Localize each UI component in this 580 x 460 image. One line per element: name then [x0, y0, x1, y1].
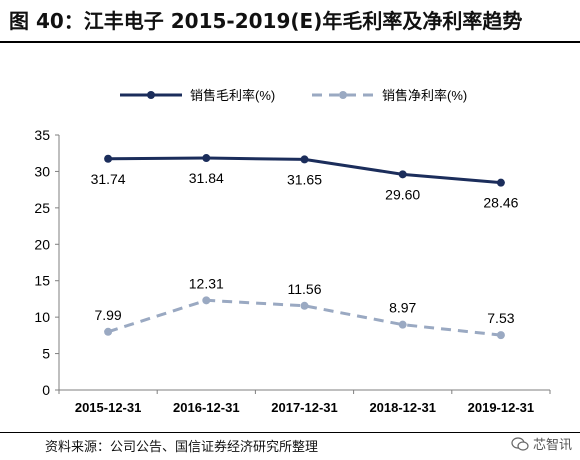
footer-rule — [0, 432, 580, 433]
x-tick-label: 2019-12-31 — [468, 400, 535, 415]
x-tick-label: 2015-12-31 — [75, 400, 142, 415]
y-tick-label: 15 — [34, 273, 50, 289]
net-margin-point — [496, 331, 505, 340]
net-margin-line — [107, 298, 502, 337]
net-margin-point — [202, 296, 211, 305]
gross-margin-point — [496, 178, 505, 187]
gross-margin-label: 31.74 — [91, 171, 126, 187]
legend-net-label: 销售净利率(%) — [382, 88, 467, 103]
legend-marker — [339, 91, 347, 99]
gross-margin-point — [104, 154, 113, 163]
net-margin-label: 12.31 — [189, 275, 224, 291]
net-margin-point — [398, 320, 407, 329]
net-margin-point — [300, 301, 309, 310]
source-note: 资料来源：公司公告、国信证券经济研究所整理 — [45, 440, 319, 455]
net-margin-point — [104, 327, 113, 336]
gross-margin-label: 31.84 — [189, 170, 224, 186]
y-tick-label: 5 — [42, 346, 50, 362]
gross-margin-label: 31.65 — [287, 171, 322, 187]
title-rule — [0, 41, 580, 43]
watermark: 芯智讯 — [511, 434, 572, 453]
legend-marker — [147, 91, 155, 99]
y-tick-label: 35 — [34, 127, 50, 143]
net-margin-label: 7.99 — [94, 307, 121, 323]
net-margin-label: 8.97 — [389, 300, 416, 316]
y-tick-label: 0 — [42, 382, 50, 398]
watermark-text: 芯智讯 — [532, 438, 572, 453]
chart-axes: 0 5 10 15 20 25 30 35 2015-12-31 2016-12-31 2017-1… — [34, 127, 551, 415]
y-tick-label: 20 — [34, 236, 50, 252]
gross-margin-point — [398, 170, 407, 179]
chart-series — [104, 154, 505, 340]
y-tick-label: 30 — [34, 163, 50, 179]
line-chart: 销售毛利率(%) 销售净利率(%) 0 5 10 15 20 25 30 35 2015-12-3… — [34, 88, 551, 415]
gross-margin-label: 29.60 — [385, 186, 420, 202]
wechat-icon — [511, 436, 529, 451]
chart-legend: 销售毛利率(%) 销售净利率(%) — [120, 88, 467, 103]
x-tick-label: 2018-12-31 — [369, 400, 436, 415]
y-tick-label: 25 — [34, 200, 50, 216]
gross-margin-label: 28.46 — [483, 195, 518, 211]
y-tick-label: 10 — [34, 309, 50, 325]
figure-title: 图 40：江丰电子 2015-2019(E)年毛利率及净利率趋势 — [9, 9, 523, 33]
x-tick-label: 2017-12-31 — [271, 400, 338, 415]
x-tick-label: 2016-12-31 — [173, 400, 240, 415]
net-margin-label: 11.56 — [288, 281, 322, 297]
chart-data-labels: 31.74 31.84 31.65 29.60 28.46 7.99 12.31 11.56 8… — [91, 170, 519, 326]
gross-margin-point — [202, 154, 211, 163]
net-margin-label: 7.53 — [487, 310, 514, 326]
gross-margin-point — [300, 155, 309, 164]
legend-gross-label: 销售毛利率(%) — [190, 88, 275, 103]
